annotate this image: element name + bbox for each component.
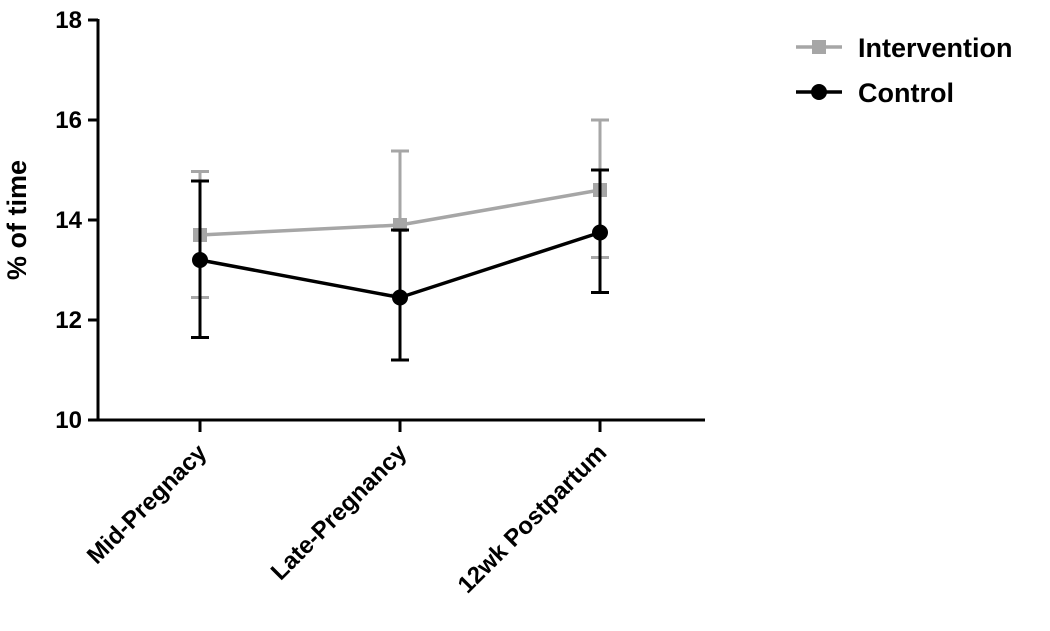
y-tick-label: 12 <box>55 307 82 334</box>
y-tick-label: 18 <box>55 7 82 34</box>
x-category-label: 12wk Postpartum <box>453 439 613 599</box>
y-ticks: 10 12 14 16 18 <box>55 7 98 434</box>
data-point-circle <box>192 252 208 268</box>
series-layer <box>191 118 609 362</box>
data-point-circle <box>592 224 608 241</box>
y-axis-title: % of time <box>2 160 32 280</box>
x-category-label: Mid-Pregnacy <box>82 439 213 570</box>
legend-marker-square <box>812 40 826 54</box>
legend-item: Control <box>796 78 954 108</box>
data-point-circle <box>392 289 408 306</box>
legend-item: Intervention <box>796 33 1013 63</box>
legend-label: Intervention <box>858 33 1013 63</box>
legend: Intervention Control <box>796 33 1013 108</box>
legend-marker-circle <box>811 84 827 100</box>
y-tick-label: 16 <box>55 107 82 134</box>
y-tick-label: 14 <box>55 207 82 234</box>
y-tick-label: 10 <box>55 407 82 434</box>
x-category-label: Late-Pregnancy <box>266 439 413 586</box>
series-control <box>191 168 609 362</box>
legend-label: Control <box>858 78 954 108</box>
x-ticks: Mid-Pregnacy Late-Pregnancy 12wk Postpartu… <box>82 420 612 599</box>
